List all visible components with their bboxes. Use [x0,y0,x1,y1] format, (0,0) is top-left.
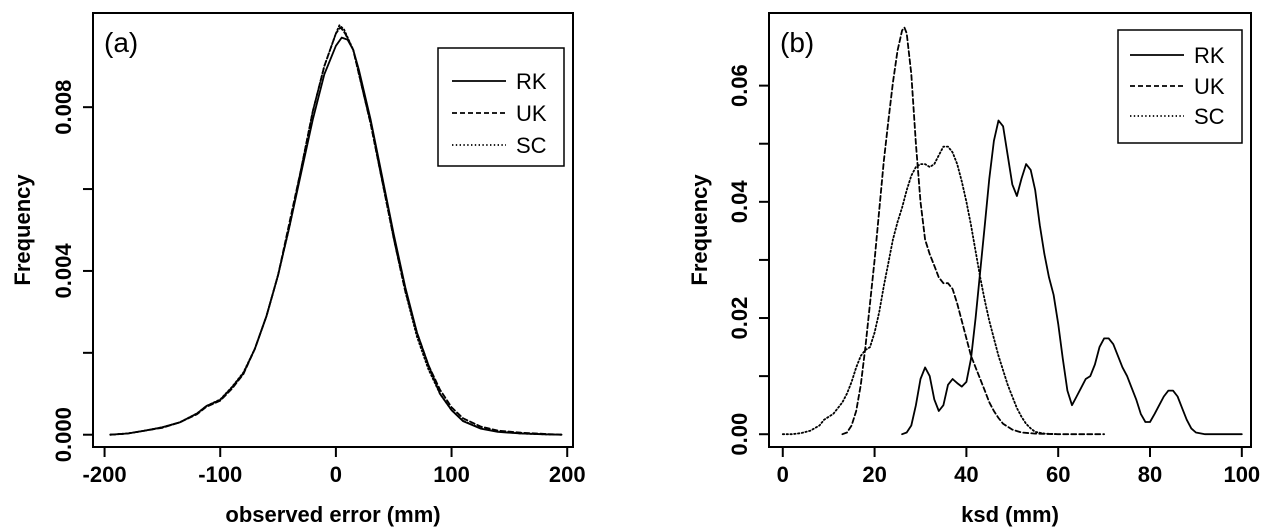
panel-b-chart: 0 20 40 60 80 100 0.00 0.02 0.04 0.06 (b) ksd (m… [687,12,1260,527]
panel-b-y-tick-label: 0.04 [727,180,752,224]
panel-a-legend-uk-label: UK [516,101,547,126]
panel-b-y-axis-title: Frequency [687,174,712,286]
panel-b-series-rk-line [901,119,1243,436]
panel-a-x-tick-label: -100 [198,462,242,487]
panel-a-x-tick-label: 100 [433,462,470,487]
panel-b-legend-uk-label: UK [1194,74,1225,99]
panel-a-legend-box [437,47,565,167]
panel-a-chart: -200 -100 0 100 200 0.000 0.004 0.008 (a) obse… [10,12,586,527]
panel-a-y-tick-label: 0.008 [51,80,76,135]
panel-b-y-ticks: 0.00 0.02 0.04 0.06 [727,64,769,456]
panel-b-y-tick-label: 0.06 [727,64,752,107]
panel-b-x-tick-label: 60 [1046,462,1070,487]
panel-b-series-lines [781,26,1243,436]
panel-a-y-ticks: 0.000 0.004 0.008 [51,80,93,462]
panel-b-legend-sc-label: SC [1194,104,1225,129]
panel-a-x-tick-label: -200 [83,462,127,487]
panel-a-legend: RK UK SC [437,47,565,167]
panel-b-y-tick-label: 0.02 [727,297,752,340]
panel-a-y-axis-title: Frequency [10,174,35,286]
panel-b-x-tick-label: 100 [1223,462,1260,487]
panel-a-y-tick-label: 0.004 [51,243,76,299]
panel-a-y-tick-label: 0.000 [51,407,76,462]
panel-b-x-ticks: 0 20 40 60 80 100 [777,447,1260,487]
panel-b-y-tick-label: 0.00 [727,413,752,456]
panel-b-label: (b) [780,27,814,58]
panel-a-plot-frame [92,12,574,448]
panel-b-legend: RK UK SC [1117,29,1243,144]
panel-b-series-uk-line [841,26,1105,436]
panel-a-x-tick-label: 200 [549,462,586,487]
panel-a-series-lines [109,24,563,436]
panel-a-series-sc-line [109,24,563,436]
panel-a-x-ticks: -200 -100 0 100 200 [83,447,586,487]
panel-b-x-tick-label: 40 [954,462,978,487]
panel-b-x-tick-label: 0 [777,462,789,487]
panel-a-x-tick-label: 0 [330,462,342,487]
panel-b-legend-rk-label: RK [1194,43,1225,68]
panel-b-x-axis-title: ksd (mm) [961,502,1059,527]
panel-b-x-tick-label: 80 [1138,462,1162,487]
panel-a-legend-rk-label: RK [516,69,547,94]
panel-a-legend-sc-label: SC [516,133,547,158]
panel-b-plot-frame [768,12,1252,448]
panel-b-series-sc-line [781,145,1060,436]
panel-b-x-tick-label: 20 [862,462,886,487]
panel-a-label: (a) [104,27,138,58]
panel-a-x-axis-title: observed error (mm) [225,502,440,527]
